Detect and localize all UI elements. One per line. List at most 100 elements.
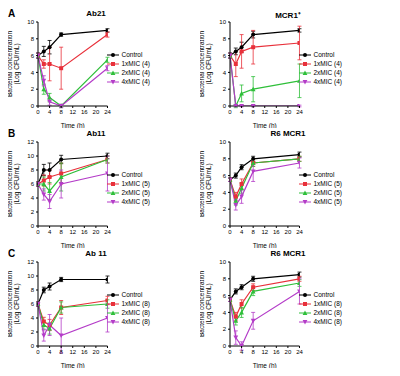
svg-text:4: 4 (31, 315, 35, 321)
svg-text:6: 6 (31, 301, 35, 307)
svg-text:16: 16 (81, 349, 88, 355)
svg-text:16: 16 (273, 229, 280, 235)
svg-text:6: 6 (223, 53, 227, 59)
svg-text:4: 4 (48, 349, 52, 355)
svg-text:4: 4 (240, 349, 244, 355)
svg-text:10: 10 (27, 153, 34, 159)
svg-text:12: 12 (69, 109, 76, 115)
svg-text:8: 8 (31, 167, 35, 173)
svg-text:20: 20 (285, 229, 292, 235)
svg-text:8: 8 (31, 36, 35, 42)
html-text:B: B (8, 128, 16, 139)
svg-text:24: 24 (296, 229, 303, 235)
svg-text:4: 4 (31, 195, 35, 201)
html-text:Ab11: Ab11 (86, 129, 106, 138)
html-text:Ab21: Ab21 (86, 9, 106, 18)
svg-text:24: 24 (104, 109, 111, 115)
svg-text:8: 8 (251, 229, 255, 235)
svg-text:0: 0 (31, 103, 35, 109)
svg-text:2: 2 (31, 329, 35, 335)
svg-text:Bacterial concentration(Log CF: Bacterial concentration(Log CFU/mL) (200, 151, 213, 218)
svg-text:4: 4 (223, 70, 227, 76)
html-text:A: A (8, 8, 16, 19)
svg-text:12: 12 (261, 109, 268, 115)
svg-text:12: 12 (261, 349, 268, 355)
svg-text:8: 8 (251, 349, 255, 355)
svg-text:16: 16 (81, 109, 88, 115)
svg-text:Bacterial concentration(Log CF: Bacterial concentration(Log CFU/mL) (8, 31, 21, 98)
svg-text:0: 0 (228, 229, 232, 235)
svg-text:4: 4 (48, 109, 52, 115)
svg-text:0: 0 (228, 349, 232, 355)
svg-text:10: 10 (219, 259, 226, 265)
svg-text:6: 6 (223, 173, 227, 179)
svg-text:4: 4 (223, 310, 227, 316)
svg-text:4: 4 (240, 229, 244, 235)
svg-text:20: 20 (93, 109, 100, 115)
svg-text:12: 12 (261, 229, 268, 235)
svg-text:24: 24 (104, 349, 111, 355)
svg-text:6: 6 (31, 181, 35, 187)
svg-text:0: 0 (36, 229, 40, 235)
svg-text:0: 0 (31, 343, 35, 349)
svg-text:0: 0 (31, 223, 35, 229)
svg-text:10: 10 (219, 139, 226, 145)
svg-text:Bacterial concentration(Log CF: Bacterial concentration(Log CFU/mL) (200, 271, 213, 338)
svg-text:24: 24 (296, 109, 303, 115)
svg-text:20: 20 (285, 109, 292, 115)
svg-text:2: 2 (31, 209, 35, 215)
svg-text:8: 8 (31, 287, 35, 293)
svg-text:Time (h): Time (h) (253, 242, 277, 248)
html-text:MCR1⁺: MCR1⁺ (275, 11, 301, 20)
svg-text:20: 20 (93, 229, 100, 235)
svg-text:2: 2 (223, 206, 227, 212)
svg-text:12: 12 (69, 229, 76, 235)
svg-text:4: 4 (240, 109, 244, 115)
svg-text:0: 0 (36, 349, 40, 355)
svg-text:24: 24 (296, 349, 303, 355)
svg-text:16: 16 (273, 349, 280, 355)
svg-text:10: 10 (219, 19, 226, 25)
svg-text:8: 8 (59, 349, 63, 355)
svg-text:16: 16 (273, 109, 280, 115)
svg-text:Bacterial concentration(Log CF: Bacterial concentration(Log CFU/mL) (200, 31, 213, 98)
svg-text:20: 20 (93, 349, 100, 355)
svg-text:6: 6 (223, 293, 227, 299)
svg-text:Time (h): Time (h) (61, 362, 85, 368)
svg-text:12: 12 (27, 139, 34, 145)
svg-text:2: 2 (31, 86, 35, 92)
svg-text:4: 4 (48, 229, 52, 235)
svg-text:16: 16 (81, 229, 88, 235)
svg-text:6: 6 (31, 53, 35, 59)
svg-text:20: 20 (285, 349, 292, 355)
svg-text:Time (h): Time (h) (61, 242, 85, 248)
html-text:R6 MCR1: R6 MCR1 (270, 129, 306, 138)
svg-text:Bacterial concentration(Log CF: Bacterial concentration(Log CFU/mL) (8, 271, 21, 338)
svg-text:0: 0 (223, 103, 227, 109)
svg-text:Time (h): Time (h) (253, 122, 277, 128)
svg-text:Bacterial concentration(Log CF: Bacterial concentration(Log CFU/mL) (8, 151, 21, 218)
svg-text:0: 0 (223, 223, 227, 229)
html-text:Ab 11: Ab 11 (85, 249, 107, 258)
svg-text:8: 8 (59, 109, 63, 115)
html-text:R6 MCR1: R6 MCR1 (270, 249, 306, 258)
svg-text:2: 2 (223, 326, 227, 332)
svg-text:4: 4 (31, 70, 35, 76)
svg-text:Time (h): Time (h) (61, 122, 85, 128)
svg-text:4: 4 (223, 190, 227, 196)
svg-text:0: 0 (223, 343, 227, 349)
svg-text:10: 10 (27, 273, 34, 279)
svg-text:0: 0 (36, 109, 40, 115)
svg-text:24: 24 (104, 229, 111, 235)
svg-text:8: 8 (251, 109, 255, 115)
svg-text:12: 12 (27, 259, 34, 265)
svg-text:10: 10 (27, 19, 34, 25)
svg-text:8: 8 (223, 156, 227, 162)
svg-text:Time (h): Time (h) (253, 362, 277, 368)
svg-text:8: 8 (59, 229, 63, 235)
svg-text:8: 8 (223, 36, 227, 42)
svg-text:12: 12 (69, 349, 76, 355)
svg-text:0: 0 (228, 109, 232, 115)
svg-text:2: 2 (223, 86, 227, 92)
svg-text:8: 8 (223, 276, 227, 282)
